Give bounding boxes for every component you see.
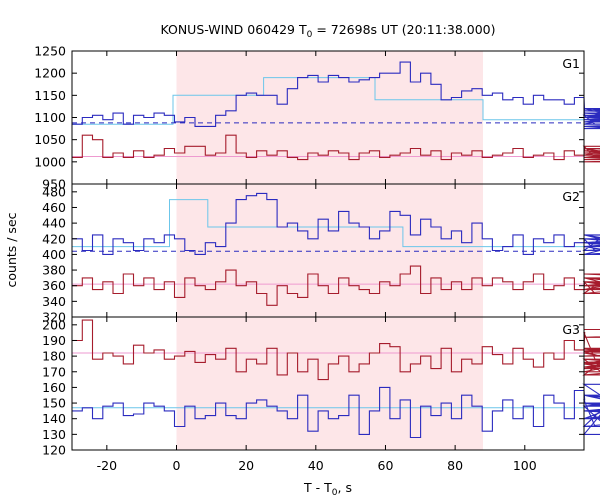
y-tick-label: 460 <box>42 200 66 215</box>
x-tick-label: 80 <box>447 458 463 473</box>
x-tick-label: 60 <box>378 458 394 473</box>
series-low-g2 <box>72 265 600 306</box>
y-tick-label: 130 <box>42 427 66 442</box>
y-tick-label: 1250 <box>34 44 66 59</box>
series-high-g1 <box>72 61 600 130</box>
xlabel-subscript: 0 <box>332 488 338 498</box>
title-rest: = 72698s UT (20:11:38.000) <box>312 22 495 37</box>
y-tick-label: 190 <box>42 333 66 348</box>
x-tick-label: 20 <box>238 458 254 473</box>
panel-label-g1: G1 <box>562 56 580 71</box>
y-tick-label: 340 <box>42 294 66 309</box>
x-tick-label: -20 <box>97 458 117 473</box>
series-high-g2 <box>72 192 600 255</box>
series-high-g3 <box>72 383 600 439</box>
y-tick-label: 1150 <box>34 88 66 103</box>
y-tick-label: 180 <box>42 349 66 364</box>
title-main: KONUS-WIND 060429 T <box>160 22 306 37</box>
y-tick-label: 1200 <box>34 66 66 81</box>
series-low-g1 <box>72 134 600 163</box>
fit-high-g2 <box>72 199 584 248</box>
y-tick-label: 400 <box>42 247 66 262</box>
x-tick-label: 100 <box>513 458 537 473</box>
y-tick-label: 360 <box>42 278 66 293</box>
series-low-g3 <box>72 319 600 381</box>
y-tick-label: 320 <box>42 310 66 325</box>
x-tick-label: 0 <box>173 458 181 473</box>
panel-frame-g3 <box>71 316 585 451</box>
y-tick-label: 420 <box>42 231 66 246</box>
y-tick-label: 950 <box>42 177 66 192</box>
y-tick-label: 440 <box>42 216 66 231</box>
title-subscript: 0 <box>307 30 313 40</box>
y-tick-label: 200 <box>42 317 66 332</box>
panel-label-g2: G2 <box>562 189 580 204</box>
xlabel-main: T - T <box>303 480 332 495</box>
y-tick-label: 150 <box>42 396 66 411</box>
y-axis-label: counts / sec <box>4 212 19 287</box>
y-tick-label: 1050 <box>34 132 66 147</box>
panel-label-g3: G3 <box>562 322 580 337</box>
y-tick-label: 1000 <box>34 154 66 169</box>
y-tick-label: 170 <box>42 364 66 379</box>
y-tick-label: 140 <box>42 411 66 426</box>
chart-title: KONUS-WIND 060429 T0 = 72698s UT (20:11:… <box>160 22 495 40</box>
y-tick-label: 160 <box>42 380 66 395</box>
y-tick-label: 1100 <box>34 110 66 125</box>
xlabel-rest: , s <box>338 480 352 495</box>
x-axis-label: T - T0, s <box>303 480 352 498</box>
y-tick-label: 480 <box>42 184 66 199</box>
fit-high-g1 <box>72 77 584 125</box>
burst-interval-shade <box>176 51 483 450</box>
y-tick-label: 380 <box>42 263 66 278</box>
panel-g1: 950 1000 1050 1100 1150 1200 1250 G1 <box>34 44 600 192</box>
plot-layer: 950100010501100115012001250G132034036038… <box>34 44 600 473</box>
y-tick-label: 120 <box>42 443 66 458</box>
x-tick-label: 40 <box>308 458 324 473</box>
